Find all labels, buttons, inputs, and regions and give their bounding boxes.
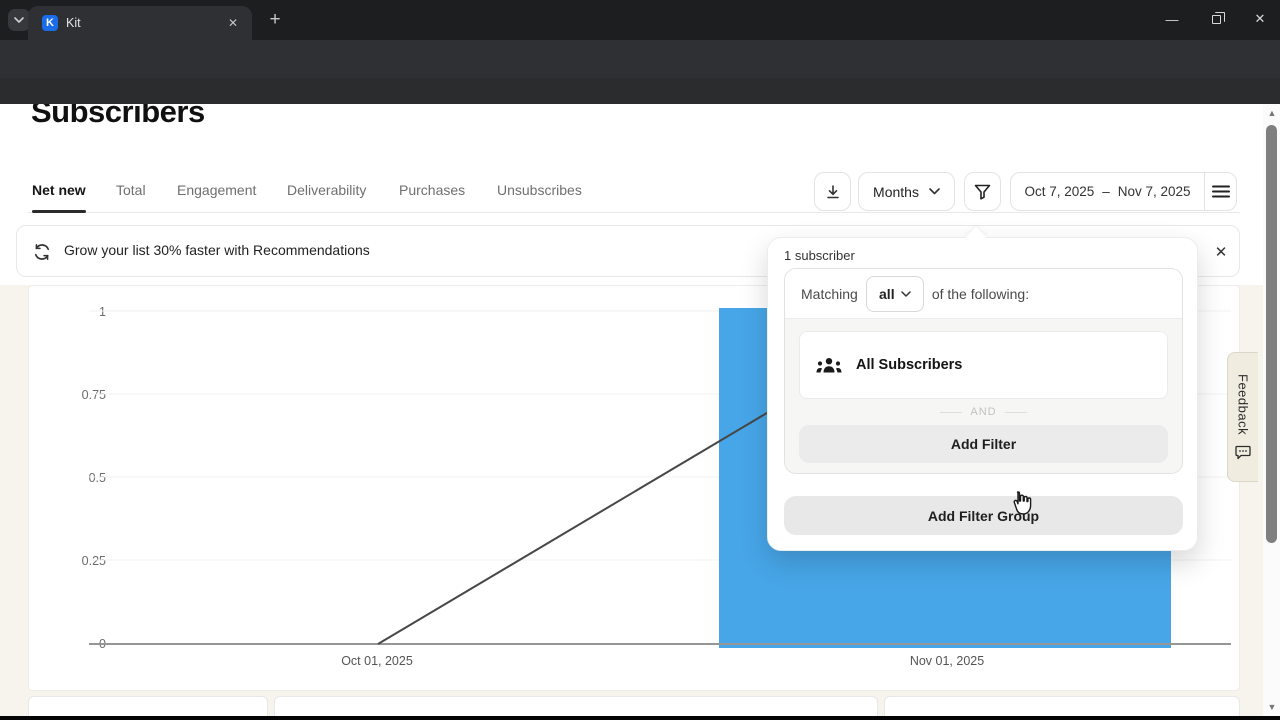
tab-net-new[interactable]: Net new [32,182,86,198]
window-close-button[interactable]: ✕ [1254,11,1266,26]
tab-close-icon[interactable]: ✕ [227,16,239,30]
filter-button[interactable] [964,172,1001,211]
date-range-start: Oct 7, 2025 [1024,184,1095,199]
taskbar-edge [0,716,1280,720]
download-button[interactable] [814,172,851,211]
chevron-down-icon [900,290,911,297]
add-filter-button[interactable]: Add Filter [799,425,1168,463]
y-tick-label: 0.25 [81,554,106,568]
matching-header: Matching all of the following: [785,269,1182,319]
page-title: Subscribers [31,104,205,129]
period-select[interactable]: Months [858,172,955,211]
chevron-down-icon [929,188,940,195]
matching-select[interactable]: all [865,275,924,312]
restore-icon [1211,11,1225,24]
feedback-bubble-icon [1235,445,1251,460]
tab-unsubscribes[interactable]: Unsubscribes [497,182,582,198]
scroll-down-arrow[interactable]: ▼ [1267,702,1277,712]
banner-text: Grow your list 30% faster with Recommend… [64,242,370,258]
browser-navbar: app.kit.com/subscribers ☆ Incognito ⋮ [0,40,1280,113]
mouse-cursor-pointer [1013,491,1032,515]
window-minimize-button[interactable]: — [1165,11,1179,27]
tab-title: Kit [66,16,81,30]
date-range-text[interactable]: Oct 7, 2025 – Nov 7, 2025 [1011,184,1204,199]
download-icon [826,184,839,198]
tab-total[interactable]: Total [116,182,146,198]
tab-search-button[interactable] [8,9,30,31]
filter-popover: 1 subscriber Matching all of the followi… [767,237,1198,551]
page-content: Subscribers Net new Total Engagement Del… [0,104,1280,716]
all-subscribers-row[interactable]: All Subscribers [799,331,1168,399]
date-range-end: Nov 7, 2025 [1117,184,1191,199]
period-select-value: Months [873,183,919,200]
new-tab-button[interactable]: + [269,9,281,30]
filter-funnel-icon [974,184,991,200]
subscribers-group-icon [816,357,842,372]
add-filter-group-label: Add Filter Group [927,507,1040,524]
feedback-label: Feedback [1235,373,1251,436]
add-filter-label: Add Filter [950,436,1017,452]
recommendations-icon [34,244,50,260]
browser-tabstrip: K Kit ✕ + — ✕ [0,0,1280,40]
x-tick-label-oct: Oct 01, 2025 [341,654,413,668]
tab-deliverability[interactable]: Deliverability [287,182,367,198]
all-subscribers-label: All Subscribers [856,357,963,373]
tabs-divider [28,212,1240,213]
matching-select-value: all [879,285,895,302]
kit-favicon: K [42,15,58,31]
subscriber-count: 1 subscriber [784,248,855,263]
add-filter-group-button[interactable]: Add Filter Group [784,496,1183,535]
date-range-control[interactable]: Oct 7, 2025 – Nov 7, 2025 [1010,172,1237,211]
filter-group-box: Matching all of the following: [784,268,1183,474]
tab-engagement[interactable]: Engagement [177,182,257,198]
x-tick-label-nov: Nov 01, 2025 [909,654,985,668]
bottom-stat-card [884,696,1240,716]
active-tab-underline [32,210,86,213]
and-label: AND [970,406,997,418]
y-tick-label: 0.75 [81,388,106,402]
date-group-divider [1204,173,1205,210]
chevron-down-icon [14,17,24,23]
y-tick-label: 1 [99,305,106,319]
hamburger-icon [1211,185,1230,198]
divider-dash [940,411,963,413]
feedback-tab[interactable]: Feedback [1227,352,1258,482]
tab-purchases[interactable]: Purchases [399,182,466,198]
page-scrollbar-thumb[interactable] [1266,125,1277,543]
y-tick-label: 0.5 [88,471,106,485]
date-menu-button[interactable] [1205,173,1236,210]
divider-dash [1004,411,1027,413]
window-restore-button[interactable] [1201,8,1231,30]
banner-close-button[interactable]: ✕ [1214,244,1228,261]
bottom-stat-card [28,696,268,716]
bookmarks-bar: | All Bookmarks [0,78,1280,177]
filter-group-body: All Subscribers AND Add Filter [785,319,1182,473]
and-divider: AND [799,399,1168,425]
matching-prefix-label: Matching [801,285,858,302]
scroll-up-arrow[interactable]: ▲ [1267,108,1277,118]
date-range-separator: – [1102,184,1110,199]
bottom-stat-card [274,696,878,716]
browser-tab[interactable]: K Kit ✕ [28,6,252,40]
matching-suffix-label: of the following: [931,285,1030,302]
